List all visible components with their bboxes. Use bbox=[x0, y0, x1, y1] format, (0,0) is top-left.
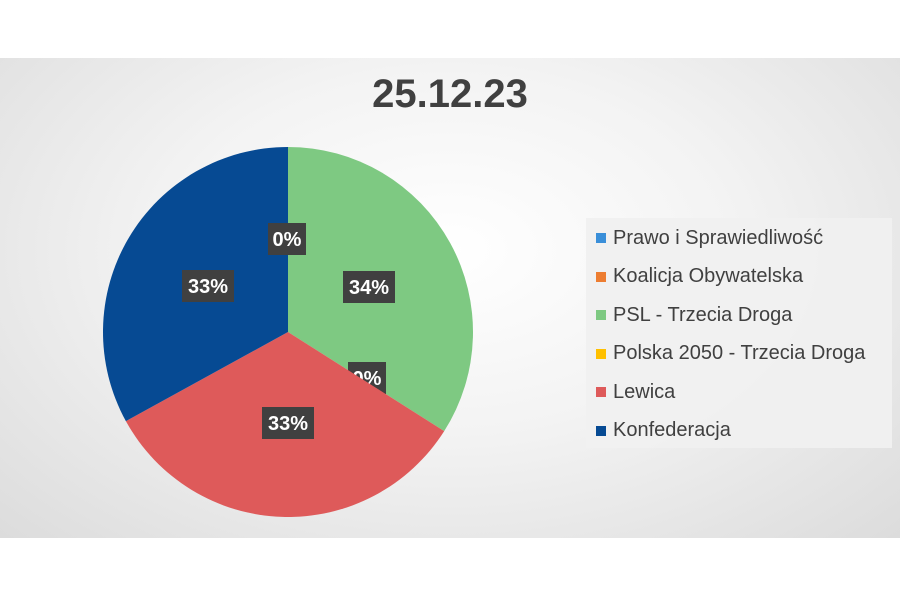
legend-label: Lewica bbox=[613, 380, 676, 403]
legend-label: Konfederacja bbox=[613, 419, 731, 441]
legend-item-0: Prawo i Sprawiedliwość bbox=[596, 224, 823, 252]
legend-item-5: Konfederacja bbox=[596, 417, 731, 445]
legend-label: Prawo i Sprawiedliwość bbox=[613, 226, 824, 249]
svg-text:33%: 33% bbox=[188, 276, 228, 298]
slice-data-label-5: 33% bbox=[182, 270, 234, 302]
slice-data-label-2: 34% bbox=[343, 271, 395, 303]
chart-title: 25.12.23 bbox=[372, 72, 528, 116]
legend-label: Polska 2050 - Trzecia Droga bbox=[613, 342, 866, 364]
legend-swatch bbox=[596, 233, 606, 243]
svg-text:33%: 33% bbox=[268, 413, 308, 435]
legend-swatch bbox=[596, 387, 606, 397]
legend-swatch bbox=[596, 310, 606, 320]
svg-text:0%: 0% bbox=[273, 229, 302, 251]
legend-item-2: PSL - Trzecia Droga bbox=[596, 301, 792, 329]
legend-item-3: Polska 2050 - Trzecia Droga bbox=[596, 340, 865, 368]
legend-swatch bbox=[596, 425, 606, 436]
legend-label: PSL - Trzecia Droga bbox=[613, 303, 793, 326]
extra-data-label-0: 0% bbox=[268, 223, 306, 255]
chart-legend: Prawo i Sprawiedliwość Koalicja Obywatels… bbox=[586, 218, 892, 448]
svg-text:34%: 34% bbox=[349, 277, 389, 299]
slice-data-label-4: 33% bbox=[262, 407, 314, 439]
legend-swatch bbox=[596, 348, 606, 359]
legend-label: Koalicja Obywatelska bbox=[613, 265, 804, 287]
legend-item-4: Lewica bbox=[596, 378, 675, 406]
legend-item-1: Koalicja Obywatelska bbox=[596, 263, 803, 291]
legend-swatch bbox=[596, 271, 606, 282]
